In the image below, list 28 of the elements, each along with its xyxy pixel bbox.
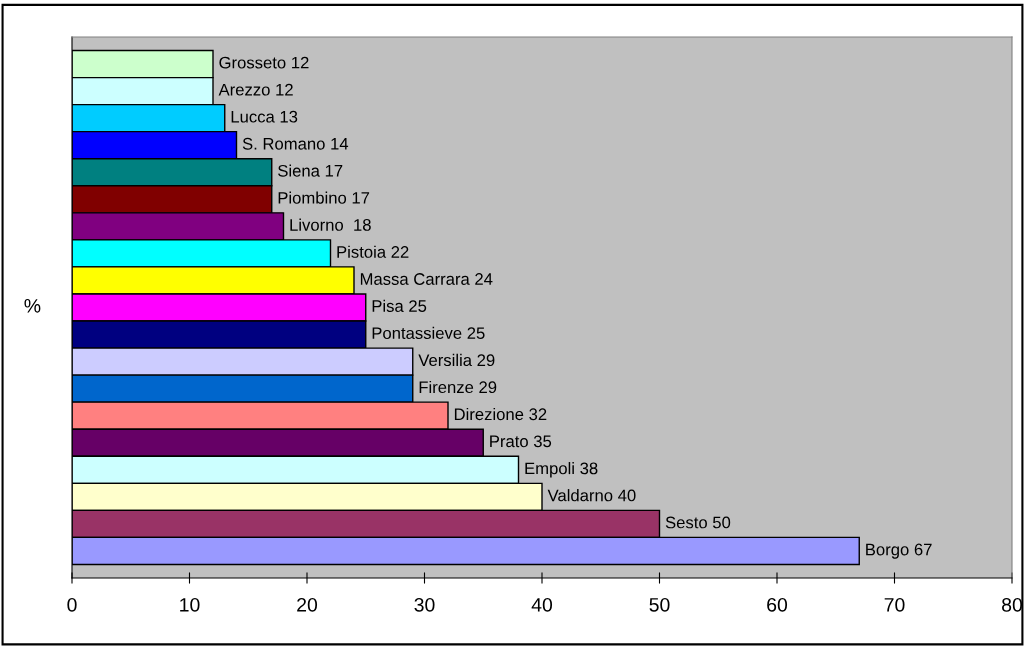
data-label: Borgo 67 [866,543,932,559]
data-label: Massa Carrara 24 [360,273,493,285]
x-tick-label: 60 [767,597,788,612]
data-label: Versilia 29 [418,353,495,367]
data-label: S. Romano 14 [242,137,349,150]
data-label: Grosseto 12 [219,56,309,69]
x-tick-label: 50 [649,597,670,612]
data-label: Piombino 17 [278,191,370,204]
x-tick-label: 10 [180,597,200,612]
data-label: Livorno 18 [290,218,371,231]
x-tick-label: 40 [531,597,553,612]
data-label: Lucca 13 [231,110,298,123]
x-tick-label: 30 [414,597,435,612]
x-tick-label: 0 [67,597,77,612]
data-label: Siena 17 [278,164,343,177]
data-label: Pistoia 22 [337,245,409,258]
x-tick-label: 70 [884,597,905,612]
y-axis-title: % [24,299,41,313]
data-label: Firenze 29 [419,380,497,394]
data-label: Empoli 38 [525,462,598,478]
data-label: Sesto 50 [665,516,731,529]
data-label: Pontassieve 25 [372,326,485,340]
data-label: Valdarno 40 [547,489,636,502]
x-tick-label: 20 [297,597,318,612]
data-label: Pisa 25 [372,299,427,312]
data-label: Prato 35 [490,435,552,448]
data-label: Direzione 32 [454,407,547,421]
data-label: Arezzo 12 [218,83,293,96]
